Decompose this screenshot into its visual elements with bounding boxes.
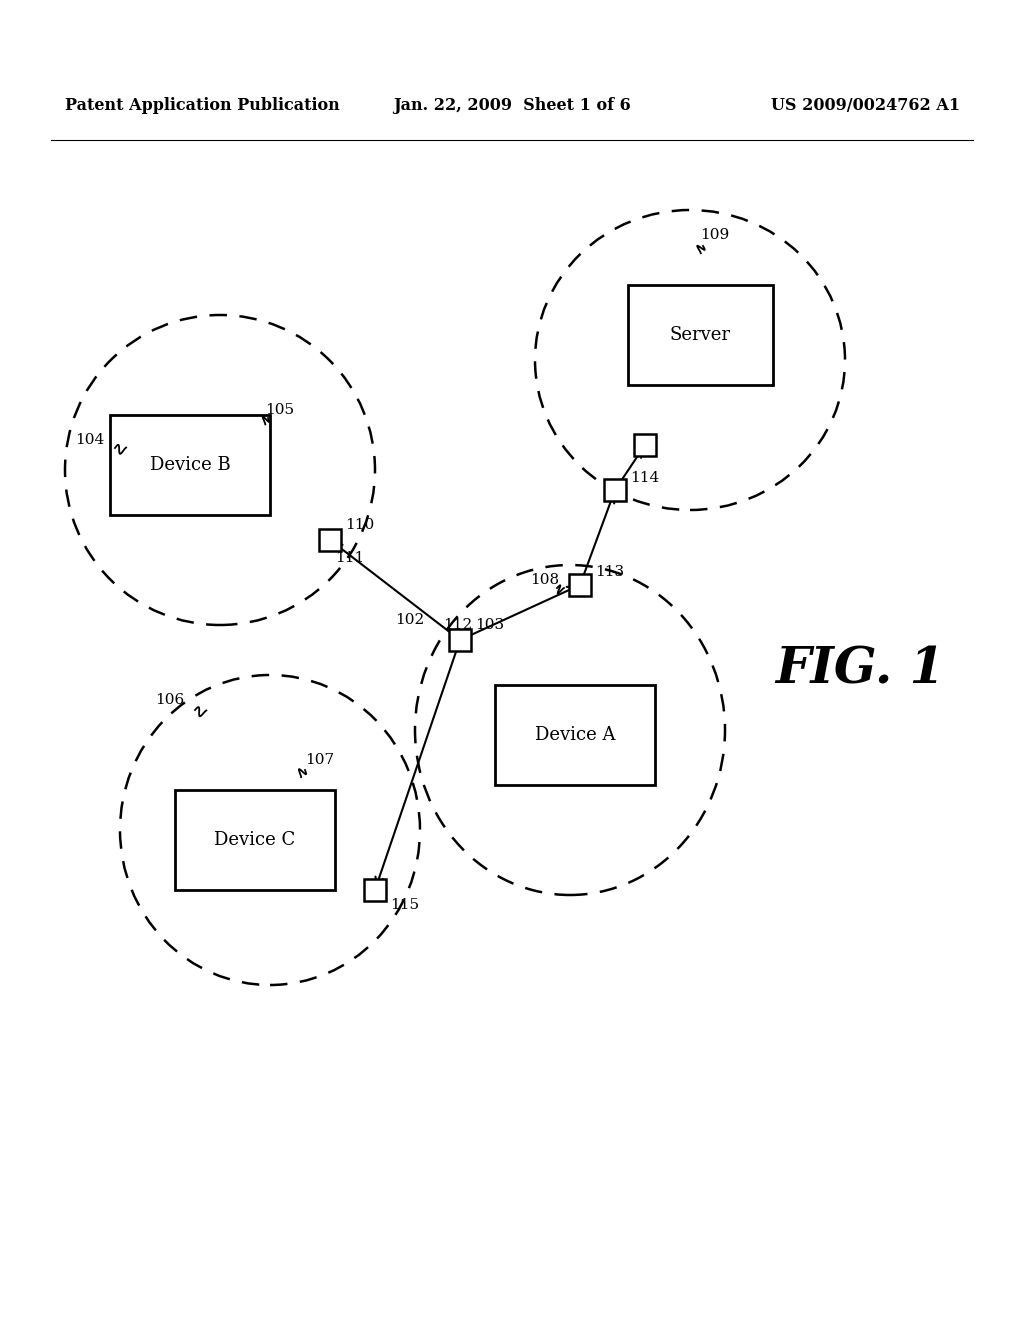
Text: 107: 107	[305, 752, 335, 767]
Text: 106: 106	[156, 693, 184, 708]
Text: 110: 110	[345, 517, 374, 532]
Text: Device B: Device B	[150, 455, 230, 474]
Bar	[449, 630, 471, 651]
Bar	[628, 285, 772, 385]
Text: Device C: Device C	[214, 832, 296, 849]
Text: 109: 109	[700, 228, 730, 242]
Bar	[110, 414, 270, 515]
Text: 113: 113	[595, 565, 624, 579]
Bar	[319, 529, 341, 550]
Text: Device A: Device A	[535, 726, 615, 744]
Text: 103: 103	[475, 618, 504, 632]
Text: 112: 112	[443, 618, 472, 632]
Text: Server: Server	[670, 326, 730, 345]
Text: US 2009/0024762 A1: US 2009/0024762 A1	[771, 96, 961, 114]
Text: 114: 114	[630, 471, 659, 484]
Text: 108: 108	[530, 573, 559, 587]
Bar	[495, 685, 655, 785]
Text: 115: 115	[390, 898, 419, 912]
Text: Jan. 22, 2009  Sheet 1 of 6: Jan. 22, 2009 Sheet 1 of 6	[393, 96, 631, 114]
Bar	[175, 789, 335, 890]
Text: 102: 102	[395, 612, 424, 627]
Text: Patent Application Publication: Patent Application Publication	[65, 96, 340, 114]
Text: FIG. 1: FIG. 1	[775, 645, 945, 694]
Bar	[364, 879, 386, 902]
Bar	[569, 574, 591, 597]
Text: 105: 105	[265, 403, 295, 417]
Bar	[634, 434, 656, 455]
Text: 111: 111	[335, 550, 365, 565]
Text: 104: 104	[76, 433, 104, 447]
Bar	[604, 479, 626, 502]
